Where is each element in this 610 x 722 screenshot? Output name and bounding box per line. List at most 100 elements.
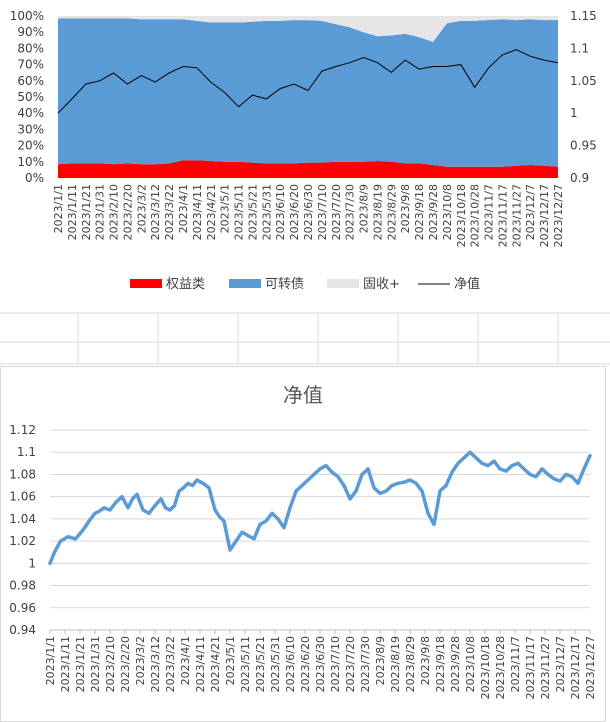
- legend: 权益类 可转债 固收+ 净值: [130, 276, 480, 292]
- left-tick-label: 70%: [17, 58, 44, 72]
- x-tick-label: 2023/1/31: [94, 184, 107, 240]
- right-tick-label: 1: [570, 106, 578, 120]
- x-tick-label: 2023/2/20: [119, 636, 132, 692]
- x-tick-label: 2023/2/10: [108, 184, 121, 240]
- x-axis-ticks: 2023/1/1 2023/1/11 2023/1/21 2023/1/31 2023/…: [44, 630, 597, 699]
- x-tick-label: 2023/10/8: [441, 184, 454, 240]
- left-tick-label: 30%: [17, 122, 44, 136]
- x-tick-label: 2023/1/1: [52, 184, 65, 233]
- legend-swatch: [229, 279, 261, 288]
- x-tick-label: 2023/12/17: [538, 184, 551, 247]
- right-tick-label: 0.95: [570, 139, 597, 153]
- x-tick-label: 2023/1/21: [80, 184, 93, 240]
- x-tick-label: 2023/5/1: [219, 184, 232, 233]
- x-tick-label: 2023/7/10: [329, 636, 342, 692]
- y-tick-label: 1.04: [9, 512, 36, 526]
- nav-line: [48, 450, 592, 566]
- x-tick-label: 2023/11/27: [539, 636, 552, 699]
- x-tick-label: 2023/10/28: [494, 636, 507, 699]
- x-tick-label: 2023/3/2: [134, 636, 147, 685]
- x-tick-label: 2023/12/27: [552, 184, 565, 247]
- x-tick-label: 2023/9/28: [427, 184, 440, 240]
- y-axis-ticks: 0.94 0.96 0.98 1 1.02 1.04 1.06 1.08 1.1 1.12: [9, 423, 36, 637]
- left-tick-label: 10%: [17, 155, 44, 169]
- x-tick-label: 2023/7/20: [330, 184, 343, 240]
- x-axis-ticks: 2023/1/1 2023/1/11 2023/1/21 2023/1/31 2023/…: [52, 184, 565, 247]
- x-tick-label: 2023/8/29: [385, 184, 398, 240]
- x-tick-label: 2023/7/20: [344, 636, 357, 692]
- left-tick-label: 90%: [17, 25, 44, 39]
- x-tick-label: 2023/6/20: [299, 636, 312, 692]
- x-tick-label: 2023/11/17: [496, 184, 509, 247]
- y-tick-label: 0.98: [9, 579, 36, 593]
- x-tick-label: 2023/10/8: [464, 636, 477, 692]
- x-tick-label: 2023/5/1: [224, 636, 237, 685]
- x-tick-label: 2023/6/30: [314, 636, 327, 692]
- y-tick-label: 1.02: [9, 534, 36, 548]
- x-tick-label: 2023/4/21: [205, 184, 218, 240]
- x-tick-label: 2023/11/27: [510, 184, 523, 247]
- x-tick-label: 2023/11/7: [483, 184, 496, 240]
- x-tick-label: 2023/1/11: [59, 636, 72, 692]
- x-tick-label: 2023/9/8: [399, 184, 412, 233]
- y-tick-label: 0.94: [9, 623, 36, 637]
- x-tick-label: 2023/4/1: [179, 636, 192, 685]
- right-axis-ticks: 0.9 0.95 1 1.05 1.1 1.15: [570, 9, 597, 185]
- x-tick-label: 2023/3/12: [149, 636, 162, 692]
- nav-line-layer: [57, 49, 559, 114]
- legend-item: 可转债: [229, 277, 304, 292]
- legend-swatch: [327, 279, 359, 288]
- x-tick-label: 2023/6/30: [302, 184, 315, 240]
- x-tick-label: 2023/9/8: [419, 636, 432, 685]
- area-固收+: [58, 16, 558, 42]
- y-tick-label: 1.12: [9, 423, 36, 437]
- x-tick-label: 2023/3/22: [164, 636, 177, 692]
- x-tick-label: 2023/6/10: [274, 184, 287, 240]
- chart-title: 净值: [283, 383, 323, 407]
- x-tick-label: 2023/6/10: [284, 636, 297, 692]
- x-tick-label: 2023/10/18: [479, 636, 492, 699]
- x-tick-label: 2023/3/2: [135, 184, 148, 233]
- y-tick-label: 1.06: [9, 490, 36, 504]
- x-tick-label: 2023/9/18: [413, 184, 426, 240]
- x-tick-label: 2023/4/11: [191, 184, 204, 240]
- x-tick-label: 2023/4/21: [209, 636, 222, 692]
- left-tick-label: 0%: [25, 171, 44, 185]
- x-tick-label: 2023/5/31: [260, 184, 273, 240]
- legend-swatch: [130, 279, 162, 288]
- x-tick-label: 2023/4/11: [194, 636, 207, 692]
- left-tick-label: 60%: [17, 74, 44, 88]
- x-tick-label: 2023/7/10: [316, 184, 329, 240]
- x-tick-label: 2023/8/19: [371, 184, 384, 240]
- x-tick-label: 2023/1/1: [44, 636, 57, 685]
- x-tick-label: 2023/7/30: [344, 184, 357, 240]
- legend-item: 固收+: [327, 277, 400, 292]
- x-tick-label: 2023/2/10: [104, 636, 117, 692]
- legend-item: 净值: [418, 276, 480, 292]
- x-tick-label: 2023/12/7: [554, 636, 567, 692]
- x-tick-label: 2023/5/31: [269, 636, 282, 692]
- nav-line: [57, 49, 559, 114]
- allocation-chart: 0%10%20%30%40%50%60%70%80%90%100% 0.90.9…: [10, 9, 597, 292]
- left-tick-label: 20%: [17, 139, 44, 153]
- legend-label: 可转债: [265, 277, 304, 292]
- x-tick-label: 2023/11/7: [509, 636, 522, 692]
- x-tick-label: 2023/10/28: [469, 184, 482, 247]
- stacked-areas: [58, 16, 558, 178]
- area-可转债: [58, 18, 558, 167]
- x-tick-label: 2023/10/18: [455, 184, 468, 247]
- legend-label: 净值: [454, 276, 480, 292]
- x-tick-label: 2023/3/22: [163, 184, 176, 240]
- spreadsheet-grid: [0, 312, 610, 365]
- x-tick-label: 2023/8/9: [358, 184, 371, 233]
- left-tick-label: 40%: [17, 106, 44, 120]
- x-tick-label: 2023/1/11: [66, 184, 79, 240]
- right-tick-label: 1.05: [570, 74, 597, 88]
- x-tick-label: 2023/9/18: [434, 636, 447, 692]
- x-tick-label: 2023/1/21: [74, 636, 87, 692]
- nav-chart: 净值 0.940.960.9811.021.041.061.081.11.12 …: [0, 366, 606, 722]
- x-tick-label: 2023/5/11: [239, 636, 252, 692]
- x-tick-label: 2023/12/7: [524, 184, 537, 240]
- left-tick-label: 100%: [10, 9, 44, 23]
- right-tick-label: 1.1: [570, 41, 589, 55]
